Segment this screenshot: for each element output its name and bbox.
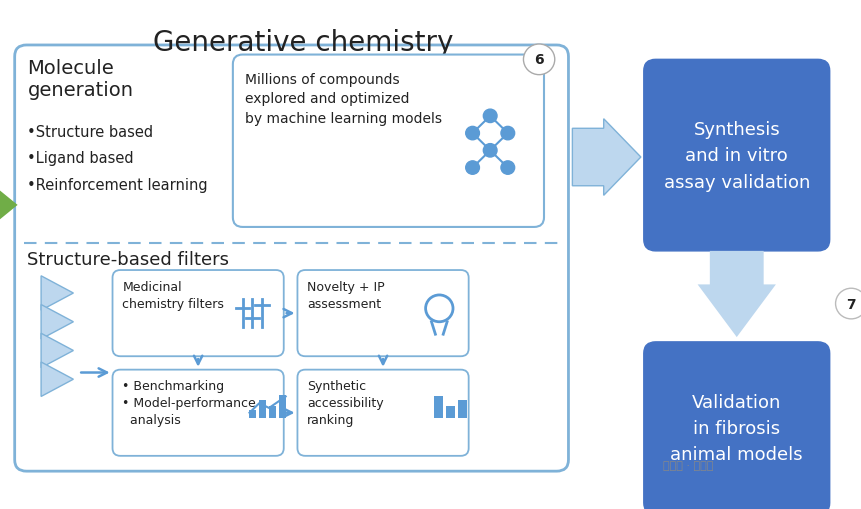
Circle shape bbox=[523, 45, 554, 75]
FancyBboxPatch shape bbox=[643, 60, 829, 251]
Circle shape bbox=[500, 127, 514, 140]
Polygon shape bbox=[41, 362, 73, 397]
Polygon shape bbox=[41, 305, 73, 340]
Bar bbox=[278, 395, 285, 418]
Circle shape bbox=[500, 161, 514, 175]
Text: Generative chemistry: Generative chemistry bbox=[153, 29, 453, 56]
Text: •Ligand based: •Ligand based bbox=[28, 151, 133, 166]
Bar bbox=[249, 410, 256, 418]
Text: Millions of compounds
explored and optimized
by machine learning models: Millions of compounds explored and optim… bbox=[245, 73, 441, 126]
Text: Synthesis
and in vitro
assay validation: Synthesis and in vitro assay validation bbox=[663, 121, 809, 191]
Text: 6: 6 bbox=[534, 53, 543, 67]
Text: Synthetic
accessibility
ranking: Synthetic accessibility ranking bbox=[307, 380, 383, 427]
Polygon shape bbox=[41, 333, 73, 368]
Text: • Benchmarking
• Model-performance
  analysis: • Benchmarking • Model-performance analy… bbox=[122, 380, 256, 427]
Text: Molecule
generation: Molecule generation bbox=[28, 59, 133, 100]
Circle shape bbox=[465, 127, 479, 140]
Circle shape bbox=[834, 289, 861, 319]
Bar bbox=[259, 401, 266, 418]
Text: 公众号 · 新智元: 公众号 · 新智元 bbox=[654, 460, 712, 470]
Circle shape bbox=[483, 110, 497, 123]
Bar bbox=[446, 406, 455, 418]
FancyBboxPatch shape bbox=[643, 342, 829, 509]
FancyBboxPatch shape bbox=[113, 270, 283, 356]
Circle shape bbox=[465, 161, 479, 175]
Bar bbox=[269, 406, 276, 418]
Text: Medicinal
chemistry filters: Medicinal chemistry filters bbox=[122, 280, 224, 310]
FancyBboxPatch shape bbox=[232, 55, 543, 228]
Text: Validation
in fibrosis
animal models: Validation in fibrosis animal models bbox=[670, 393, 802, 464]
Bar bbox=[457, 401, 466, 418]
Polygon shape bbox=[41, 276, 73, 310]
Circle shape bbox=[483, 145, 497, 158]
Text: Structure-based filters: Structure-based filters bbox=[28, 250, 229, 268]
Polygon shape bbox=[572, 120, 640, 196]
FancyBboxPatch shape bbox=[15, 46, 567, 471]
Bar bbox=[434, 397, 443, 418]
Text: •Structure based: •Structure based bbox=[28, 124, 153, 139]
Text: Novelty + IP
assessment: Novelty + IP assessment bbox=[307, 280, 384, 310]
Polygon shape bbox=[697, 251, 775, 337]
Polygon shape bbox=[0, 191, 17, 220]
Text: •Reinforcement learning: •Reinforcement learning bbox=[28, 178, 208, 193]
FancyBboxPatch shape bbox=[297, 270, 468, 356]
FancyBboxPatch shape bbox=[297, 370, 468, 456]
Text: 7: 7 bbox=[846, 297, 855, 311]
FancyBboxPatch shape bbox=[113, 370, 283, 456]
